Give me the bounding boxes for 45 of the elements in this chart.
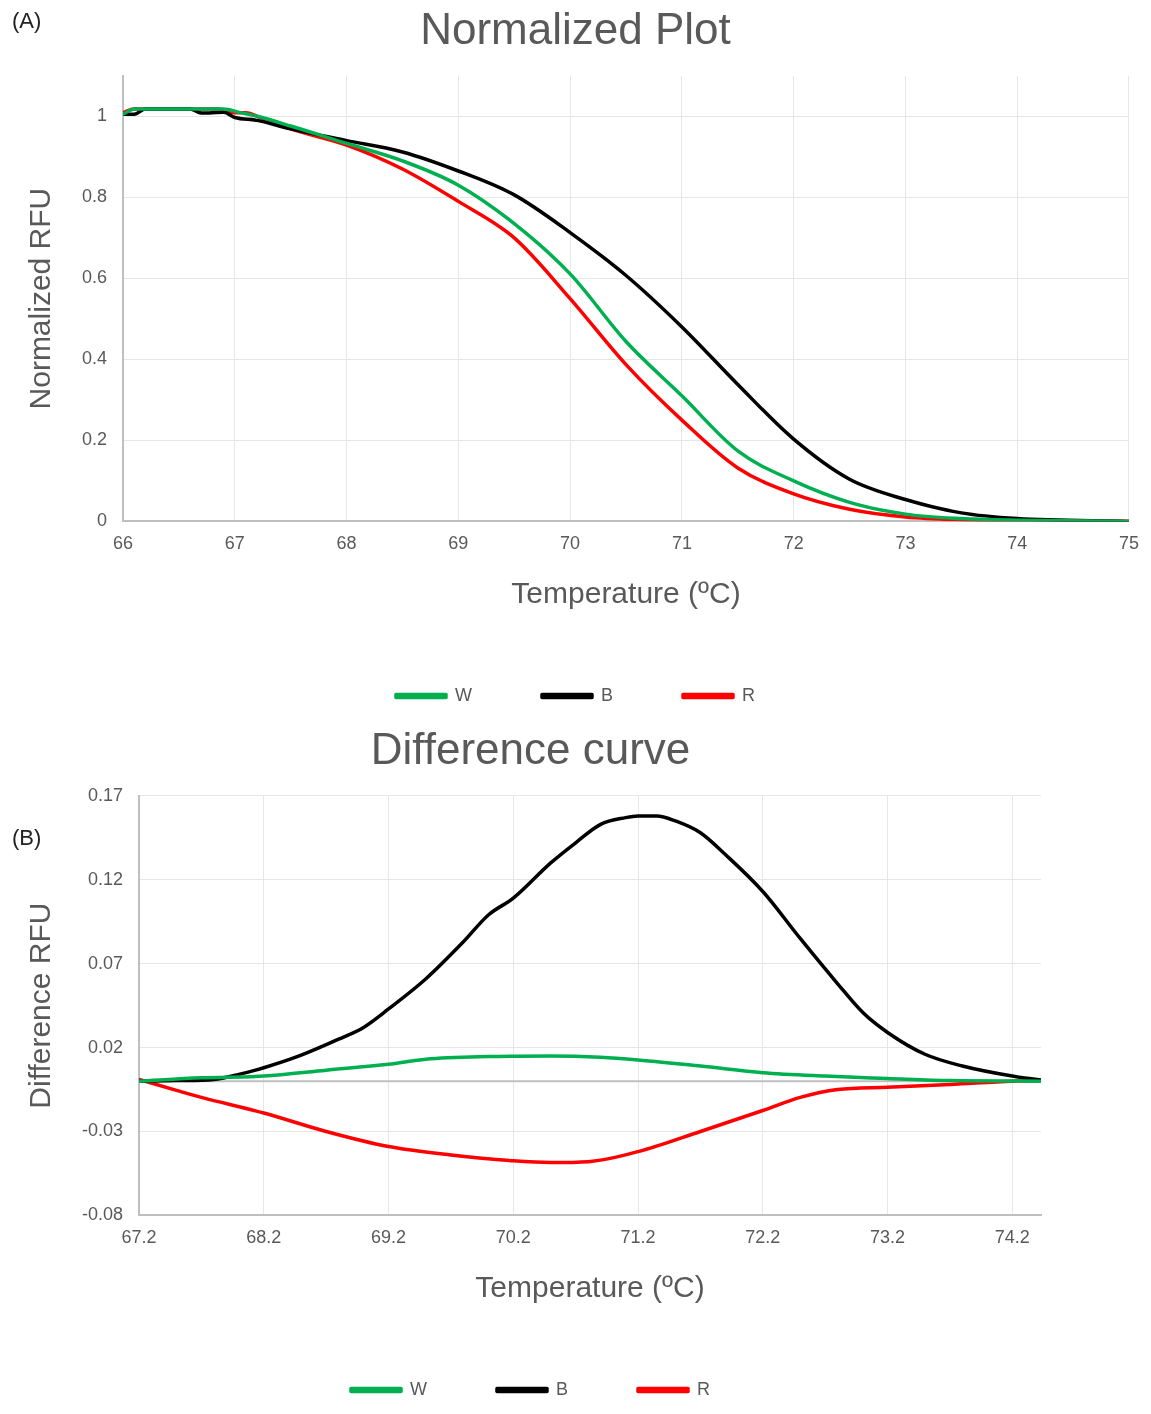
x-tick-label: 74.2 xyxy=(994,1227,1030,1248)
x-tick-label: 72.2 xyxy=(745,1227,781,1248)
x-tick-label: 67.2 xyxy=(121,1227,157,1248)
line-series xyxy=(139,1054,1041,1083)
y-tick-label: 0.17 xyxy=(87,784,124,805)
y-tick-label: 0.8 xyxy=(81,186,108,207)
y-axis-title: Difference RFU xyxy=(23,902,57,1109)
y-tick-label: 1 xyxy=(97,105,108,126)
legend-label: R xyxy=(697,1378,710,1399)
y-tick-label: 0.6 xyxy=(81,267,108,288)
y-tick-label: -0.03 xyxy=(82,1120,124,1141)
x-axis-title: Temperature (ºC) xyxy=(511,576,741,610)
x-tick-label: 70 xyxy=(560,533,581,554)
y-axis-title: Normalized RFU xyxy=(23,187,57,410)
x-tick-label: 67 xyxy=(224,533,245,554)
legend-label: B xyxy=(600,684,614,705)
x-tick-label: 75 xyxy=(1118,533,1139,554)
x-tick-label: 74 xyxy=(1007,533,1028,554)
x-axis-title: Temperature (ºC) xyxy=(475,1270,705,1304)
x-tick-label: 66 xyxy=(113,533,134,554)
legend-label: W xyxy=(455,684,472,705)
y-tick-label: 0.07 xyxy=(87,952,124,973)
y-tick-label: -0.08 xyxy=(82,1204,124,1225)
legend-label: R xyxy=(742,684,755,705)
x-tick-label: 73.2 xyxy=(870,1227,906,1248)
y-tick-label: 0.2 xyxy=(81,429,108,450)
y-tick-label: 0.02 xyxy=(87,1036,124,1057)
legend-label: W xyxy=(410,1378,427,1399)
x-tick-label: 68.2 xyxy=(246,1227,282,1248)
x-tick-label: 69 xyxy=(448,533,469,554)
legend-label: B xyxy=(555,1378,569,1399)
text: (A) xyxy=(12,8,42,34)
y-tick-label: 0 xyxy=(97,510,108,531)
text: (B) xyxy=(12,825,42,851)
x-tick-label: 72 xyxy=(783,533,804,554)
x-tick-label: 68 xyxy=(336,533,357,554)
x-tick-label: 70.2 xyxy=(495,1227,531,1248)
x-tick-label: 71.2 xyxy=(620,1227,656,1248)
y-tick-label: 0.4 xyxy=(81,348,108,369)
chart-title: Normalized Plot xyxy=(420,3,731,53)
x-tick-label: 73 xyxy=(895,533,916,554)
x-tick-label: 71 xyxy=(671,533,692,554)
x-tick-label: 69.2 xyxy=(371,1227,407,1248)
y-tick-label: 0.12 xyxy=(87,868,124,889)
chart-title: Difference curve xyxy=(370,723,691,773)
